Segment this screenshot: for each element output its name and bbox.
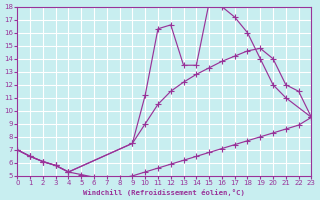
X-axis label: Windchill (Refroidissement éolien,°C): Windchill (Refroidissement éolien,°C) xyxy=(84,189,245,196)
